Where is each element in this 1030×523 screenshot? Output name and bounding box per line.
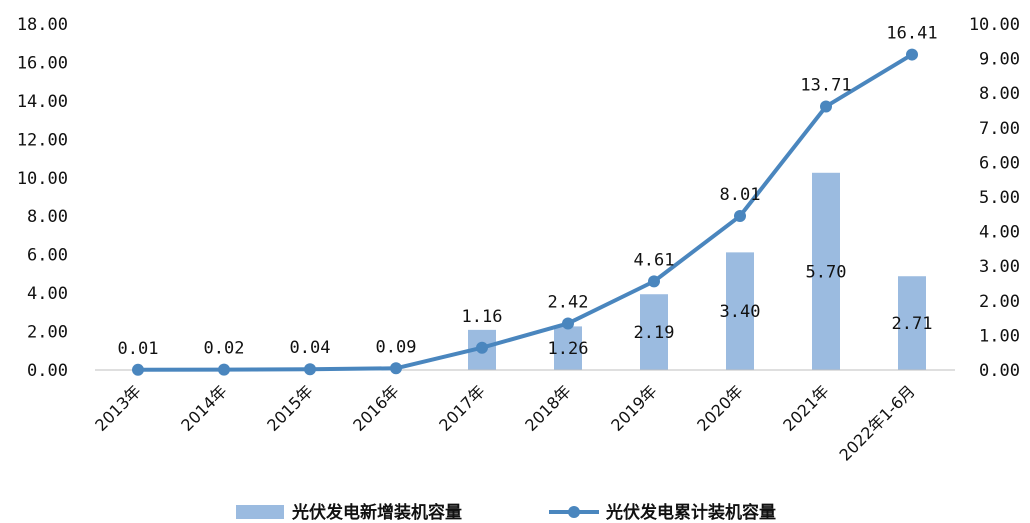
line-point-9	[906, 48, 918, 61]
y-right-tick-10: 10.00	[969, 15, 1020, 35]
line-point-6	[648, 275, 660, 288]
line-point-4	[476, 341, 488, 354]
y-left-tick-5: 10.00	[17, 169, 68, 189]
x-tick-7: 2020年	[693, 381, 747, 435]
bar-label-9: 2.71	[892, 314, 933, 334]
bar-label-7: 3.40	[720, 302, 761, 322]
y-right-tick-6: 6.00	[979, 153, 1020, 173]
y-right-tick-3: 3.00	[979, 257, 1020, 277]
legend: 光伏发电新增装机容量 光伏发电累计装机容量	[236, 502, 776, 523]
line-point-0	[132, 363, 144, 376]
y-left-tick-9: 18.00	[17, 15, 68, 35]
line-label-8: 13.71	[800, 75, 851, 95]
y-right-tick-5: 5.00	[979, 188, 1020, 208]
legend-line-label: 光伏发电累计装机容量	[605, 502, 776, 523]
y-left-tick-6: 12.00	[17, 130, 68, 150]
y-left-tick-0: 0.00	[27, 361, 68, 381]
line-point-5	[562, 317, 574, 330]
line-point-8	[820, 100, 832, 113]
x-tick-1: 2014年	[177, 381, 231, 435]
line-label-7: 8.01	[720, 185, 761, 205]
line-label-2: 0.04	[290, 338, 331, 358]
line-label-6: 4.61	[634, 250, 675, 270]
x-tick-9: 2022年1-6月	[835, 381, 918, 464]
line-point-7	[734, 210, 746, 223]
line-layer	[132, 48, 918, 376]
y-right-tick-8: 8.00	[979, 84, 1020, 104]
line-label-0: 0.01	[118, 339, 159, 359]
legend-bar-label: 光伏发电新增装机容量	[291, 502, 462, 523]
line-label-9: 16.41	[886, 24, 937, 44]
x-tick-8: 2021年	[779, 381, 833, 435]
bars-layer	[468, 172, 926, 370]
bar-7	[726, 252, 754, 370]
y-left-tick-3: 6.00	[27, 246, 68, 266]
y-left-tick-7: 14.00	[17, 92, 68, 112]
line-label-3: 0.09	[376, 337, 417, 357]
y-right-tick-4: 4.00	[979, 223, 1020, 243]
y-right-tick-7: 7.00	[979, 119, 1020, 139]
bar-5	[554, 326, 582, 370]
legend-line-marker	[568, 506, 580, 518]
line-label-5: 2.42	[548, 292, 589, 312]
y-right-tick-9: 9.00	[979, 50, 1020, 70]
y-right-tick-2: 2.00	[979, 292, 1020, 312]
bar-6	[640, 294, 668, 370]
bar-9	[898, 276, 926, 370]
y-right-tick-1: 1.00	[979, 326, 1020, 346]
x-tick-6: 2019年	[607, 381, 661, 435]
x-tick-2: 2015年	[263, 381, 317, 435]
line-point-2	[304, 363, 316, 376]
bar-label-4: 1.16	[462, 307, 503, 327]
bar-label-5: 1.26	[548, 339, 589, 359]
bar-8	[812, 172, 840, 370]
line-point-3	[390, 362, 402, 375]
x-tick-4: 2017年	[435, 381, 489, 435]
y-left-tick-1: 2.00	[27, 323, 68, 343]
x-tick-3: 2016年	[349, 381, 403, 435]
y-left-tick-8: 16.00	[17, 53, 68, 73]
legend-bar-swatch	[236, 505, 284, 519]
bar-label-8: 5.70	[806, 262, 847, 282]
data-labels-layer: 0.01 0.02 0.04 0.09 2.42 4.61 8.01 13.71 16.41 1.…	[118, 24, 938, 359]
line-label-1: 0.02	[204, 339, 245, 359]
x-tick-5: 2018年	[521, 381, 575, 435]
bar-label-6: 2.19	[634, 323, 675, 343]
y-left-tick-4: 8.00	[27, 207, 68, 227]
y-right-tick-0: 0.00	[979, 361, 1020, 381]
y-left-tick-2: 4.00	[27, 284, 68, 304]
line-point-1	[218, 363, 230, 376]
cumulative-line	[137, 52, 914, 372]
x-tick-0: 2013年	[91, 381, 145, 435]
